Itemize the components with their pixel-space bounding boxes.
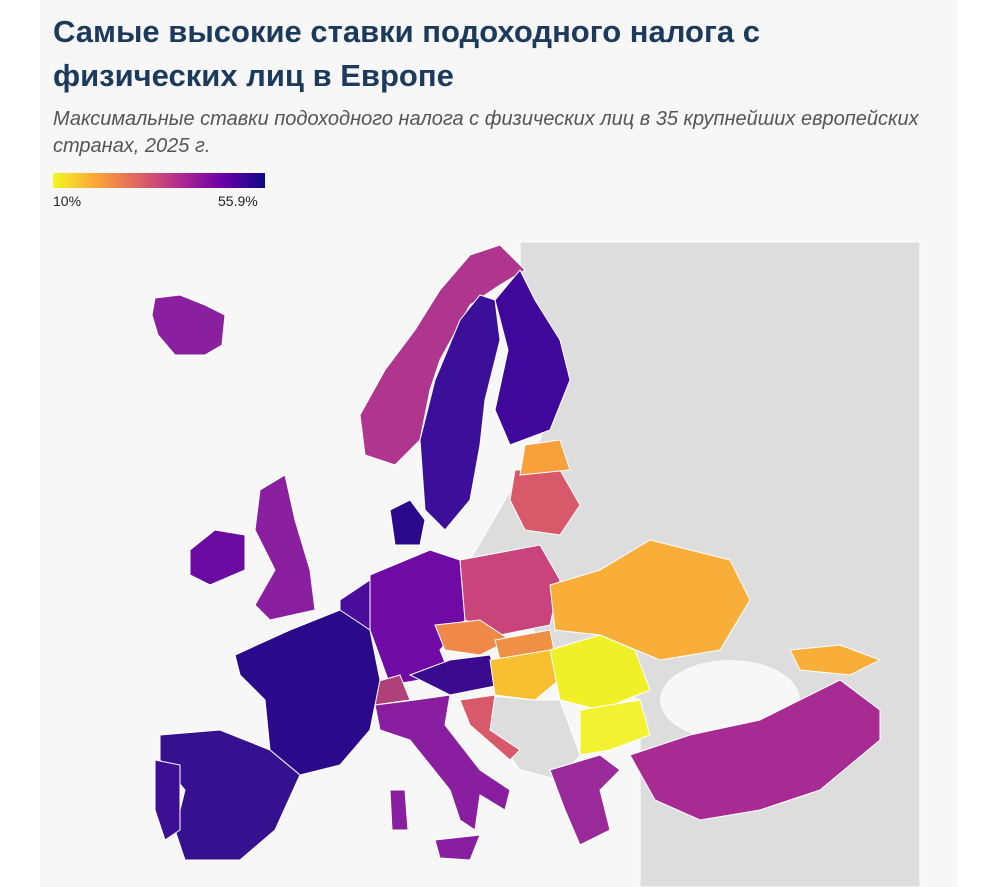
hungary xyxy=(489,649,566,701)
germany xyxy=(369,549,466,686)
bulgaria xyxy=(579,699,651,756)
legend-max-label: 55.9% xyxy=(218,193,258,209)
poland xyxy=(459,544,561,636)
iceland xyxy=(151,294,226,356)
france xyxy=(234,609,381,776)
latvia xyxy=(519,439,571,476)
sweden xyxy=(419,294,501,531)
georgia xyxy=(789,644,882,676)
norway xyxy=(359,244,526,466)
croatia xyxy=(459,694,521,761)
czech xyxy=(434,619,511,656)
ukraine xyxy=(549,539,751,661)
uk xyxy=(254,474,316,621)
legend-min-label: 10% xyxy=(53,193,82,209)
finland xyxy=(494,269,571,446)
turkey xyxy=(629,679,881,821)
ireland xyxy=(189,529,246,586)
subtitle: Максимальные ставки подоходного налога с… xyxy=(53,108,919,157)
portugal xyxy=(154,759,181,841)
title: Самые высокие ставки подоходного налога … xyxy=(53,14,760,93)
map xyxy=(151,241,921,887)
sicily xyxy=(434,834,481,861)
sardinia xyxy=(389,789,409,831)
greece xyxy=(549,754,621,846)
denmark xyxy=(389,499,426,546)
italy xyxy=(374,694,511,831)
legend-gradient xyxy=(53,173,265,188)
